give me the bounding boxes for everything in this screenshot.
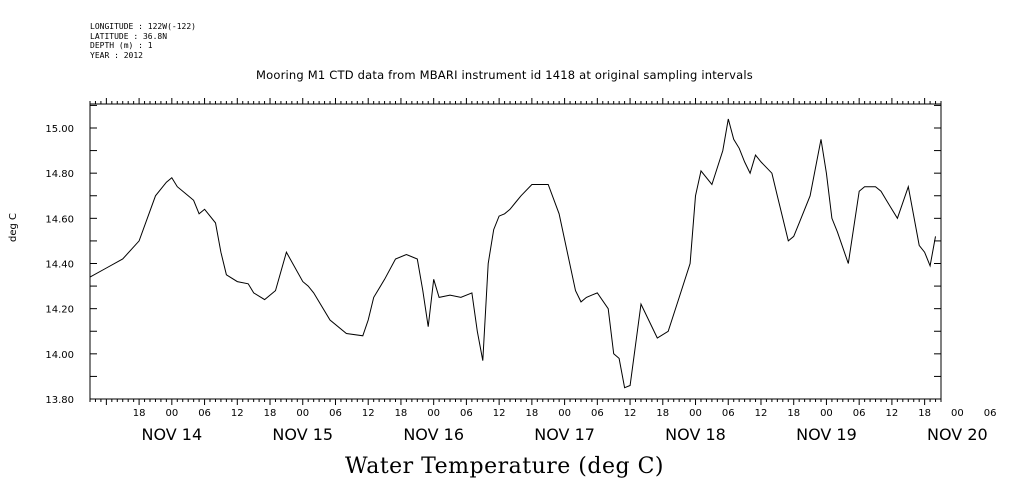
y-tick-label: 15.00 — [45, 124, 74, 135]
x-hour-tick-label: 12 — [362, 408, 375, 419]
y-tick-label: 14.80 — [45, 169, 74, 180]
x-hour-tick-label: 06 — [722, 408, 735, 419]
y-tick-label: 14.40 — [45, 260, 74, 271]
x-hour-tick-label: 18 — [264, 408, 277, 419]
chart-title: Mooring M1 CTD data from MBARI instrumen… — [256, 68, 753, 82]
x-hour-tick-label: 06 — [329, 408, 342, 419]
y-tick-label: 14.60 — [45, 214, 74, 225]
year-label: YEAR : 2012 — [90, 50, 143, 60]
x-hour-tick-label: 12 — [624, 408, 637, 419]
x-hour-tick-label: 00 — [951, 408, 964, 419]
x-day-tick-label: NOV 20 — [927, 425, 988, 444]
x-hour-tick-label: 18 — [525, 408, 538, 419]
x-hour-tick-label: 12 — [755, 408, 768, 419]
x-day-tick-label: NOV 15 — [272, 425, 333, 444]
temperature-series-line — [89, 118, 936, 389]
axis-tick-labels: 18 00 06 12 18 00 06 12 18 00 06 12 18 00 06 12 18 00 06 12… — [45, 124, 997, 444]
x-axis-title: Water Temperature (deg C) — [345, 454, 664, 479]
y-tick-label: 14.00 — [45, 350, 74, 361]
x-day-tick-label: NOV 14 — [141, 425, 202, 444]
x-hour-tick-label: 00 — [558, 408, 571, 419]
latitude-label: LATITUDE : 36.8N — [90, 31, 168, 41]
x-hour-tick-label: 00 — [820, 408, 833, 419]
axis-ticks — [89, 98, 942, 405]
x-hour-tick-label: 06 — [591, 408, 604, 419]
x-hour-tick-label: 06 — [984, 408, 997, 419]
longitude-label: LONGITUDE : 122W(-122) — [90, 22, 196, 31]
x-hour-tick-label: 18 — [395, 408, 408, 419]
x-hour-tick-label: 12 — [231, 408, 244, 419]
x-hour-tick-label: 18 — [656, 408, 669, 419]
x-hour-tick-label: 06 — [460, 408, 473, 419]
x-hour-tick-label: 18 — [787, 408, 800, 419]
x-hour-tick-label: 18 — [918, 408, 931, 419]
x-hour-tick-label: 06 — [853, 408, 866, 419]
mooring-metadata: LONGITUDE : 122W(-122) LATITUDE : 36.8N … — [90, 22, 196, 60]
x-hour-tick-label: 12 — [886, 408, 899, 419]
x-hour-tick-label: 00 — [689, 408, 702, 419]
x-hour-tick-label: 18 — [133, 408, 146, 419]
x-hour-tick-label: 00 — [165, 408, 178, 419]
series-group — [89, 118, 936, 389]
x-hour-tick-label: 00 — [427, 408, 440, 419]
x-day-tick-label: NOV 18 — [665, 425, 726, 444]
x-day-tick-label: NOV 19 — [796, 425, 857, 444]
x-hour-tick-label: 12 — [493, 408, 506, 419]
y-tick-label: 13.80 — [45, 395, 74, 406]
depth-label: DEPTH (m) : 1 — [90, 41, 153, 50]
x-day-tick-label: NOV 17 — [534, 425, 595, 444]
plot-frame — [89, 103, 942, 400]
x-day-tick-label: NOV 16 — [403, 425, 464, 444]
x-hour-tick-label: 00 — [296, 408, 309, 419]
y-tick-label: 14.20 — [45, 305, 74, 316]
x-hour-tick-label: 06 — [198, 408, 211, 419]
